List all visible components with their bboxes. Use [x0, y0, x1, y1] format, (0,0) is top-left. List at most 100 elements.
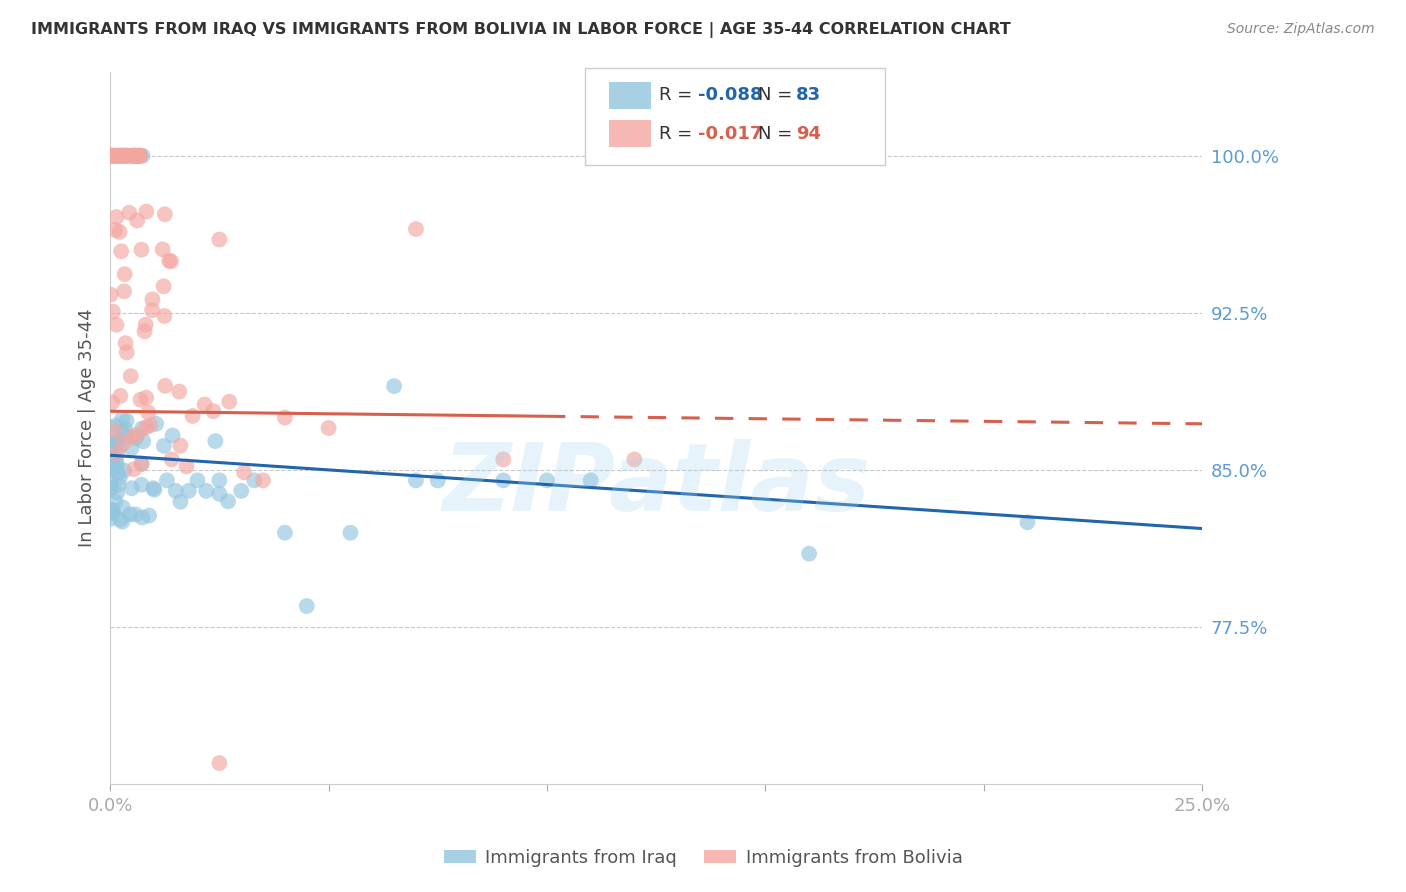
Point [131, 477, 153, 491]
Point [623, 452, 645, 467]
Point [135, 204, 157, 219]
Point [204, 434, 226, 448]
Point [101, 304, 124, 318]
Point [426, 474, 449, 488]
Point [129, 149, 152, 163]
Point [108, 149, 131, 163]
Point [382, 379, 405, 393]
Point [131, 421, 153, 435]
Point [243, 474, 266, 488]
Point [492, 452, 515, 467]
Point [125, 431, 148, 445]
Point [114, 149, 136, 163]
Point [233, 466, 256, 480]
Point [100, 435, 122, 450]
Point [127, 213, 149, 227]
Point [162, 428, 184, 442]
Point [143, 483, 166, 497]
Point [405, 222, 427, 236]
Point [186, 474, 208, 488]
Point [131, 457, 153, 471]
Point [98, 449, 121, 463]
Point [138, 508, 160, 523]
Point [135, 318, 157, 332]
Point [141, 293, 163, 307]
Point [208, 756, 231, 771]
Point [181, 409, 204, 423]
Point [114, 336, 136, 351]
Point [153, 379, 176, 393]
Point [112, 436, 135, 450]
Point [208, 474, 231, 488]
Point [98, 149, 121, 163]
Point [142, 481, 165, 495]
Point [107, 466, 129, 480]
Text: R =: R = [659, 125, 699, 143]
Point [195, 483, 218, 498]
Text: -0.017: -0.017 [697, 125, 762, 143]
Point [295, 599, 318, 613]
Point [107, 478, 129, 492]
Point [105, 318, 128, 332]
Point [318, 421, 340, 435]
Point [202, 404, 225, 418]
Point [339, 525, 361, 540]
Point [124, 149, 146, 163]
Point [124, 149, 146, 163]
Point [165, 483, 187, 498]
Point [231, 483, 253, 498]
Point [105, 452, 128, 467]
Point [405, 474, 427, 488]
Point [160, 254, 183, 268]
Point [125, 149, 148, 163]
Point [100, 481, 122, 495]
Point [128, 149, 150, 163]
Point [131, 149, 153, 163]
Point [108, 225, 131, 239]
Point [108, 470, 131, 484]
Point [112, 464, 135, 478]
Point [208, 487, 231, 501]
Point [101, 149, 124, 163]
Point [110, 389, 132, 403]
Point [104, 439, 127, 453]
Point [105, 149, 128, 163]
Point [100, 287, 122, 301]
Text: -0.088: -0.088 [697, 87, 762, 104]
Point [141, 303, 163, 318]
Point [118, 508, 141, 522]
Point [101, 502, 124, 516]
Point [105, 458, 128, 473]
Point [132, 434, 155, 449]
Point [139, 418, 162, 433]
Point [160, 452, 183, 467]
Point [252, 474, 274, 488]
Point [129, 392, 152, 407]
Point [134, 324, 156, 338]
Point [108, 149, 131, 163]
Point [145, 417, 167, 431]
Point [797, 547, 820, 561]
FancyBboxPatch shape [609, 82, 651, 109]
Text: IMMIGRANTS FROM IRAQ VS IMMIGRANTS FROM BOLIVIA IN LABOR FORCE | AGE 35-44 CORRE: IMMIGRANTS FROM IRAQ VS IMMIGRANTS FROM … [31, 22, 1011, 38]
Point [135, 420, 157, 434]
Point [177, 483, 200, 498]
Point [105, 418, 128, 433]
Point [115, 345, 138, 359]
Text: 94: 94 [796, 125, 821, 143]
Point [125, 428, 148, 442]
Point [208, 233, 231, 247]
Point [156, 474, 179, 488]
Point [153, 309, 176, 323]
Point [111, 149, 134, 163]
Point [121, 481, 143, 495]
Point [100, 149, 122, 163]
Point [101, 450, 124, 464]
Point [101, 395, 124, 409]
Point [152, 243, 174, 257]
Point [122, 149, 145, 163]
Point [104, 460, 127, 475]
Text: Source: ZipAtlas.com: Source: ZipAtlas.com [1227, 22, 1375, 37]
Point [100, 149, 122, 163]
Point [107, 149, 129, 163]
